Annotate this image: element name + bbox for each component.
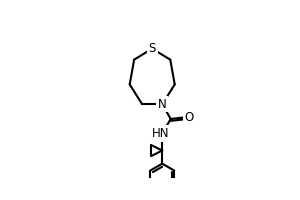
Text: O: O — [184, 111, 194, 124]
Text: HN: HN — [152, 127, 170, 140]
Text: S: S — [148, 42, 156, 55]
Text: N: N — [158, 98, 167, 111]
